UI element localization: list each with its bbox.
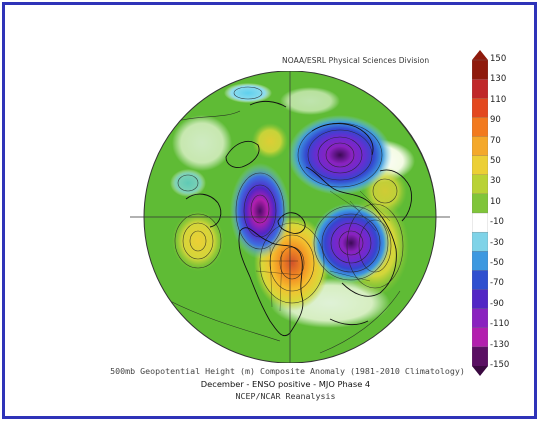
colorbar-tick-label: -50 <box>490 258 504 268</box>
colorbar-tick-label: 50 <box>490 156 501 166</box>
neutral-band-top <box>280 87 340 115</box>
colorbar-swatch <box>472 136 488 157</box>
caption-subtitle: December - ENSO positive - MJO Phase 4 <box>200 379 371 389</box>
colorbar-tick-label: -130 <box>490 339 510 350</box>
colorbar-swatch <box>472 327 488 348</box>
colorbar-tick-label: 130 <box>490 74 507 85</box>
colorbar-tick-label: -150 <box>490 360 510 370</box>
negative-anomaly-siberia <box>311 203 391 283</box>
colorbar-tick-label: 110 <box>490 94 507 105</box>
figure-credit: NOAA/ESRL Physical Sciences Division <box>282 56 430 65</box>
colorbar-tick-label: -90 <box>490 298 504 309</box>
colorbar-swatch <box>472 193 488 214</box>
colorbar-tick-label: -10 <box>490 217 504 228</box>
colorbar-tick-label: 10 <box>490 196 501 207</box>
positive-anomaly-north-pacific <box>172 211 224 271</box>
colorbar-swatch <box>472 174 488 195</box>
colorbar-tick-label: 30 <box>490 176 501 187</box>
colorbar-swatches <box>472 59 488 367</box>
colorbar-swatch <box>472 231 488 252</box>
colorbar-tick-label: 150 <box>490 54 507 64</box>
colorbar-swatch <box>472 289 488 310</box>
colorbar-tick-label: -30 <box>490 237 504 248</box>
colorbar-tick-label: 90 <box>490 115 501 126</box>
colorbar-swatch <box>472 59 488 80</box>
positive-anomaly-north-center <box>252 123 288 159</box>
cyan-patch-west <box>170 169 206 197</box>
colorbar-swatch <box>472 270 488 290</box>
colorbar-swatch <box>472 155 488 176</box>
cyan-patch-north <box>224 83 272 103</box>
colorbar-tick-label: 70 <box>490 135 501 146</box>
negative-anomaly-north-atlantic-europe <box>288 115 392 195</box>
map-boundary <box>143 71 437 363</box>
colorbar-swatch <box>472 346 488 367</box>
colorbar-swatch <box>472 78 488 99</box>
negative-anomaly-alaska-bering <box>230 163 290 259</box>
colorbar-tick-label: -110 <box>490 319 510 330</box>
caption-source: NCEP/NCAR Reanalysis <box>235 391 336 401</box>
colorbar-swatch <box>472 308 488 329</box>
colorbar-swatch <box>472 212 488 233</box>
contour-lines <box>149 86 436 354</box>
colorbar-swatch <box>472 117 488 137</box>
colorbar-top-arrow <box>472 50 488 60</box>
colorbar-swatch <box>472 98 488 118</box>
colorbar <box>472 50 488 376</box>
colorbar-tick-label: -70 <box>490 278 504 289</box>
borders <box>255 190 391 312</box>
meridian-axes <box>130 71 450 363</box>
coastlines <box>185 100 413 337</box>
caption-title: 500mb Geopotential Height (m) Composite … <box>110 366 465 376</box>
polar-map <box>130 71 450 363</box>
colorbar-swatch <box>472 251 488 271</box>
neutral-band-northwest <box>172 115 232 171</box>
colorbar-bottom-arrow <box>472 366 488 376</box>
